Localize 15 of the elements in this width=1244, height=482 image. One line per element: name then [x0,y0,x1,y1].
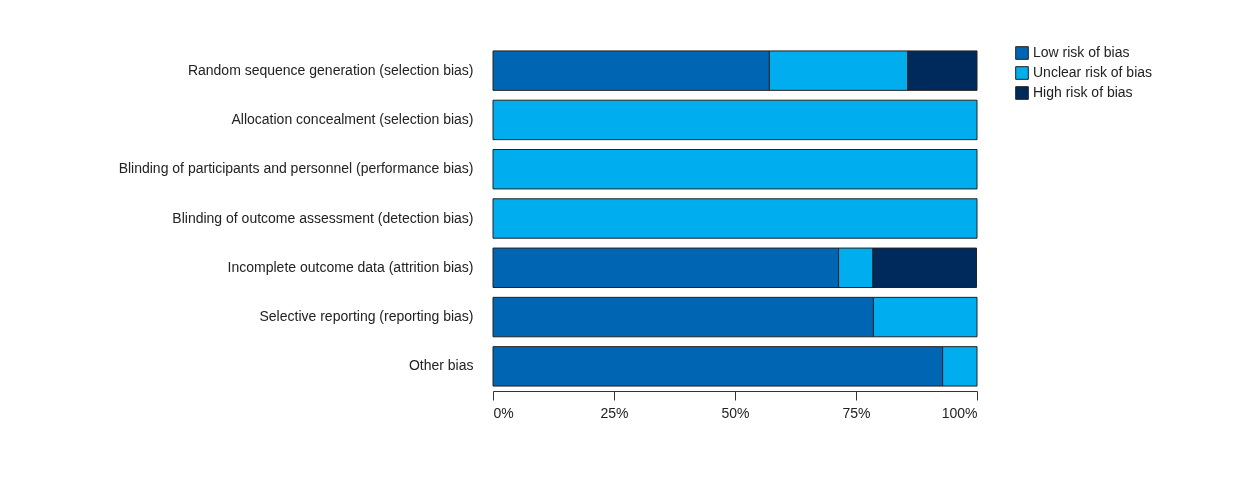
legend-label: Unclear risk of bias [1033,64,1153,80]
x-tick-label: 25% [600,404,629,421]
y-tick-label: Blinding of participants and personnel (performance bias) [118,160,474,177]
legend-label: Low risk of bias [1033,44,1130,60]
y-tick-label: Incomplete outcome data (attrition bias) [227,258,474,275]
x-tick-label: 0% [493,404,514,421]
y-tick-label: Random sequence generation (selection bias) [187,61,474,78]
y-tick-label: Allocation concealment (selection bias) [231,110,474,127]
legend-label: High risk of bias [1033,84,1133,100]
x-tick-label: 50% [721,404,750,421]
x-tick-label: 100% [941,404,978,421]
x-tick-label: 75% [842,404,871,421]
y-tick-label: Blinding of outcome assessment (detection bias) [172,209,474,226]
y-tick-label: Selective reporting (reporting bias) [259,308,474,325]
y-tick-label: Other bias [408,357,474,374]
